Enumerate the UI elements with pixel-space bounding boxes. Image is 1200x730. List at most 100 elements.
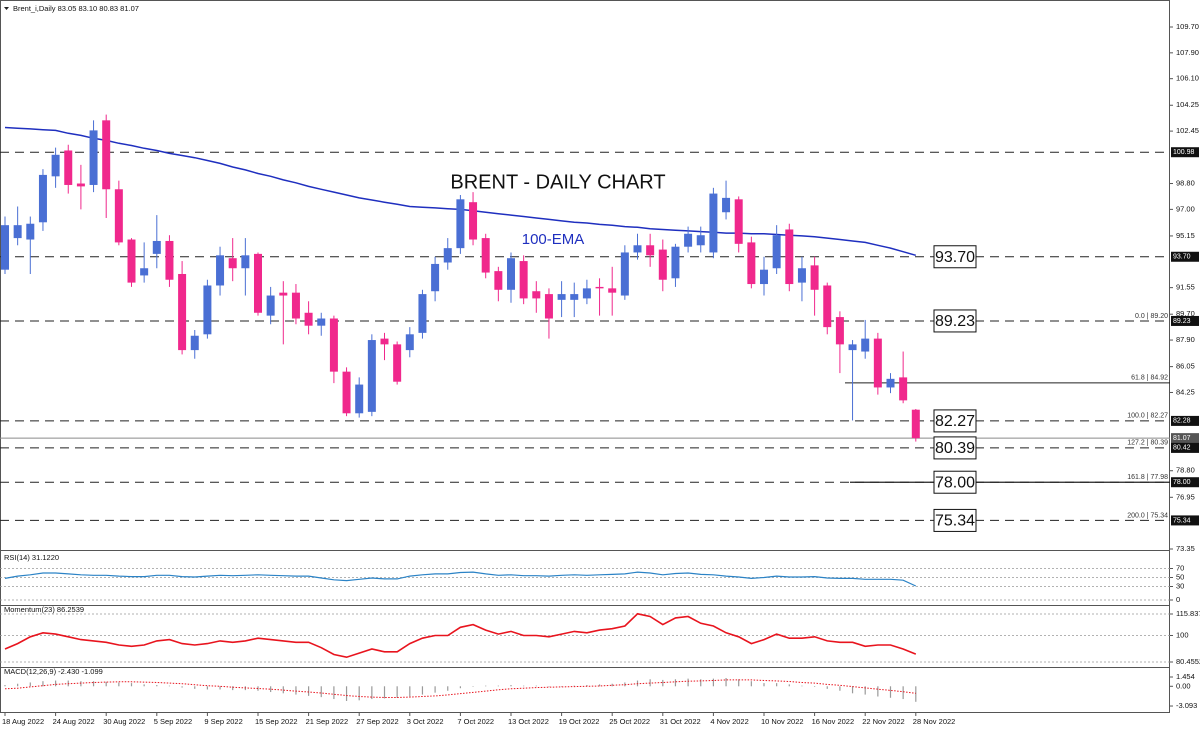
y-tick-label: 87.90 [1176, 335, 1195, 344]
fib-label: 127.2 | 80.39 [1127, 440, 1168, 447]
macd-bar [345, 686, 348, 701]
axis-price-label: 80.42 [1173, 445, 1191, 452]
fib-label: 100.0 | 82.27 [1127, 413, 1168, 420]
menu-arrow[interactable] [4, 7, 9, 10]
x-tick-label: 28 Nov 2022 [913, 717, 956, 726]
candle-body [532, 291, 541, 299]
macd-bar [535, 685, 537, 687]
macd-bar [586, 685, 588, 687]
candle-body [317, 318, 326, 326]
axis-price-box [1171, 433, 1199, 444]
macd-bar [839, 686, 841, 691]
macd-bar [17, 683, 19, 687]
macd-bar [776, 683, 778, 687]
macd-bar [814, 686, 816, 687]
axis-price-label: 78.00 [1173, 479, 1191, 486]
macd-bar [130, 683, 133, 687]
axis-price-label: 100.98 [1173, 149, 1195, 156]
macd-bar [561, 686, 563, 687]
macd-bar [333, 686, 335, 700]
macd-bar [877, 686, 879, 697]
y-tick-label: 89.70 [1176, 309, 1195, 318]
candle-body [595, 286, 604, 289]
candle-body [254, 253, 262, 313]
macd-bar [421, 686, 424, 695]
candle-body [431, 263, 440, 292]
macd-bar [889, 686, 892, 698]
macd-bar [371, 686, 373, 700]
macd-bar [826, 686, 828, 689]
indicator-title: MACD(12,26,9) -2.430 -1.099 [4, 667, 103, 676]
candle-body [367, 340, 376, 412]
y-tick-label: 84.25 [1176, 387, 1195, 396]
axis-price-box [1171, 515, 1199, 526]
candle-body [494, 271, 503, 290]
macd-bar [523, 685, 525, 687]
macd-bar [459, 686, 461, 689]
candle-body [886, 378, 895, 388]
y-tick-label: 106.10 [1176, 74, 1199, 83]
candle-body [241, 255, 250, 269]
level-label: 82.27 [935, 413, 975, 430]
candle-body [519, 261, 528, 299]
candle-body [646, 245, 655, 256]
candle-body [279, 292, 288, 296]
candle-body [178, 273, 187, 351]
macd-bar [700, 679, 702, 687]
y-tick-label: 50 [1176, 572, 1184, 581]
candle-body [797, 268, 806, 283]
y-tick-label: 0 [1176, 595, 1180, 604]
indicator-line [4, 571, 917, 587]
candle-body [658, 249, 667, 280]
macd-bar [598, 684, 601, 687]
macd-bar [168, 685, 171, 687]
candle-body [861, 338, 870, 352]
y-tick-label: 91.55 [1176, 283, 1195, 292]
candle-body [469, 202, 478, 240]
level-box [933, 508, 977, 532]
macd-bar [308, 686, 310, 696]
candle-body [456, 199, 465, 249]
level-label: 80.39 [935, 440, 975, 457]
chart-title: BRENT - DAILY CHART [450, 171, 665, 193]
candle-body [304, 312, 313, 326]
level-box [933, 436, 977, 460]
candle-body [329, 318, 338, 372]
indicator-title: Momentum(23) 86.2539 [4, 605, 84, 614]
x-tick-label: 13 Oct 2022 [508, 717, 549, 726]
x-tick-label: 4 Nov 2022 [710, 717, 748, 726]
axis-price-label: 93.70 [1173, 254, 1191, 261]
fib-label: 161.8 | 77.98 [1127, 474, 1168, 481]
macd-bar [510, 685, 512, 687]
candle-body [899, 377, 908, 401]
y-tick-label: 102.45 [1176, 126, 1199, 135]
x-tick-label: 16 Nov 2022 [812, 717, 855, 726]
y-tick-label: 115.837 [1176, 609, 1200, 618]
macd-bar [472, 686, 474, 687]
axis-price-label: 81.07 [1173, 435, 1191, 442]
candle-body [873, 338, 882, 388]
level-label: 78.00 [935, 474, 975, 491]
candle-body [418, 294, 427, 333]
macd-bar [687, 678, 689, 687]
level-label: 89.23 [935, 313, 975, 330]
macd-bar [712, 678, 714, 687]
candle-body [51, 154, 60, 177]
candle-body [1, 225, 9, 270]
level-box [933, 245, 977, 269]
level-box [933, 470, 977, 494]
macd-bar [573, 685, 575, 687]
macd-bar [143, 684, 145, 687]
candle-body [481, 238, 490, 273]
macd-bar [447, 686, 449, 691]
candle-body [355, 384, 364, 414]
macd-bar [738, 679, 740, 687]
macd-bar [156, 685, 158, 687]
macd-bar [662, 679, 664, 687]
candle-body [64, 150, 73, 185]
macd-bar [4, 685, 6, 687]
macd-bar [497, 685, 499, 687]
macd-bar [864, 686, 866, 695]
macd-bar [358, 686, 360, 701]
macd-bar [548, 686, 550, 687]
